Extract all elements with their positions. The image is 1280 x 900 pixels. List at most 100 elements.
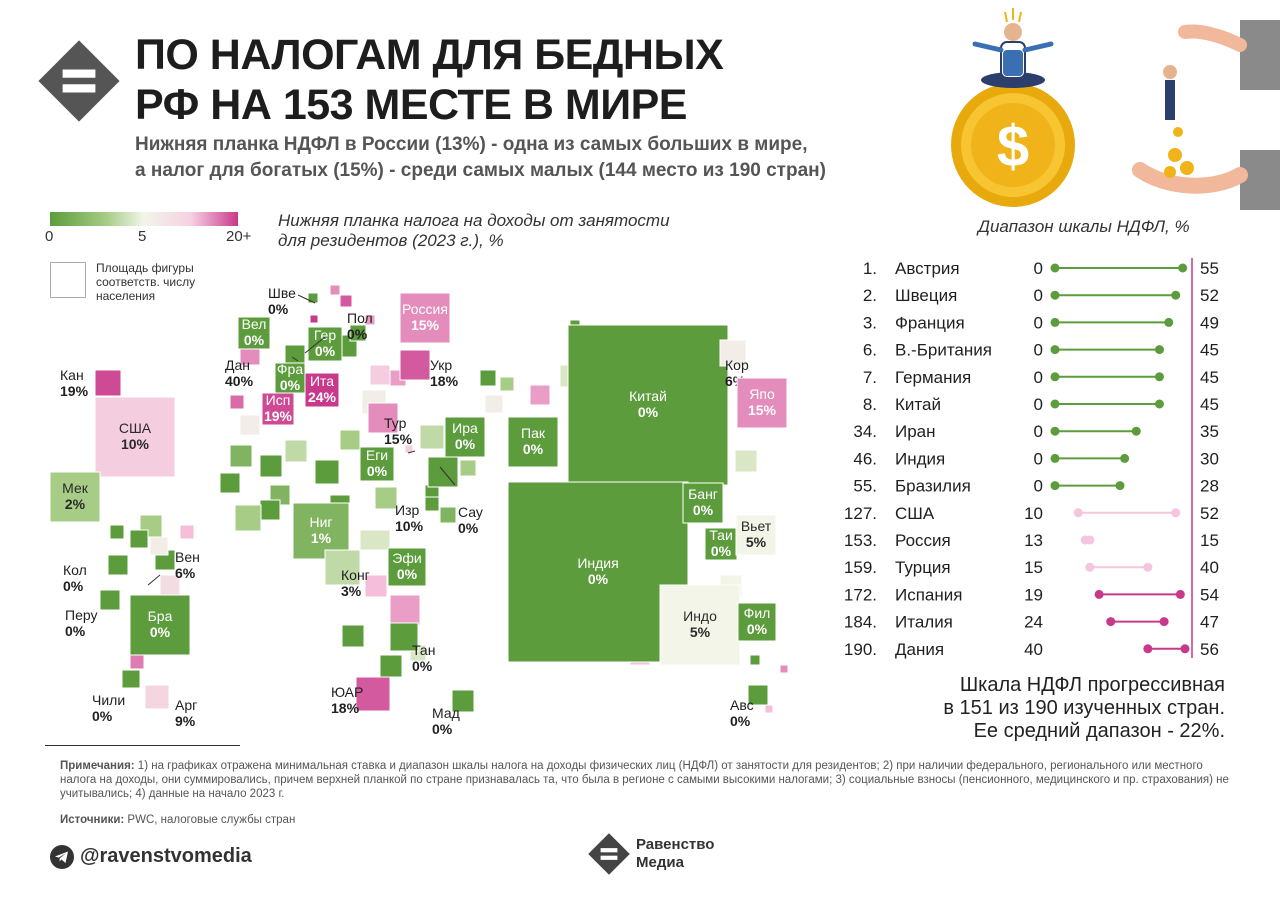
- page-title: ПО НАЛОГАМ ДЛЯ БЕДНЫХ РФ НА 153 МЕСТЕ В …: [135, 30, 724, 130]
- background-cell-33: [339, 294, 353, 308]
- country-name-тан: Тан: [412, 642, 435, 658]
- country-rate-перу: 0%: [65, 623, 86, 639]
- background-cell-11: [379, 654, 403, 678]
- country-square-кор: [719, 339, 747, 367]
- range-low-dot: [1050, 345, 1060, 355]
- decorative-illustration: $: [951, 8, 1280, 210]
- range-high-label: 47: [1200, 613, 1219, 632]
- country-rate-изр: 10%: [395, 518, 424, 534]
- country-square-фра: [274, 362, 306, 394]
- country-name-ита: Ита: [310, 373, 334, 389]
- country-square-укр: [399, 349, 431, 381]
- summary-text: Шкала НДФЛ прогрессивная в 151 из 190 из…: [880, 674, 1225, 743]
- country-square-тан: [389, 622, 419, 652]
- background-cell-17: [234, 504, 262, 532]
- background-cell-39: [459, 459, 477, 477]
- range-low-dot: [1085, 562, 1095, 572]
- range-low-dot: [1073, 508, 1083, 518]
- country-square-мек: [49, 471, 101, 523]
- subtitle-line-1: Нижняя планка НДФЛ в России (13%) - одна…: [135, 134, 808, 155]
- country-rate-пак: 0%: [523, 441, 544, 457]
- legend-area-note: Площадь фигуры соответств. числу населен…: [96, 261, 196, 303]
- country-name-гер: Гер: [314, 327, 336, 343]
- range-low-label: 24: [1024, 613, 1043, 632]
- range-country: США: [895, 504, 935, 523]
- background-cell-48: [129, 529, 149, 549]
- range-country: Дания: [895, 640, 944, 659]
- background-cell-18: [219, 472, 241, 494]
- country-rate-вен: 6%: [175, 565, 196, 581]
- country-rate-ниг: 1%: [311, 530, 332, 546]
- range-row-франция: 3. Франция 0 49: [863, 313, 1219, 332]
- country-name-эфи: Эфи: [392, 550, 421, 566]
- range-low-label: 13: [1024, 531, 1043, 550]
- range-rank: 159.: [844, 558, 877, 577]
- range-low-dot: [1050, 317, 1060, 327]
- population-cartogram: Кан19%США10%Мек2%Кол0%Вен6%Перу0%Бра0%Чи…: [49, 284, 789, 735]
- country-name-дан: Дан: [225, 357, 250, 373]
- country-square-авс: [747, 684, 769, 706]
- range-rank: 46.: [853, 449, 877, 468]
- range-rank: 153.: [844, 531, 877, 550]
- coin-dollar-icon: $: [951, 83, 1075, 207]
- range-row-испания: 172. Испания 19 54: [844, 585, 1219, 604]
- background-cell-10: [389, 594, 421, 626]
- background-cell-51: [129, 654, 145, 670]
- summary-line-1: Шкала НДФЛ прогрессивная: [959, 674, 1225, 696]
- country-name-юар: ЮАР: [331, 684, 363, 700]
- range-low-dot: [1050, 372, 1060, 382]
- country-rate-таи: 0%: [711, 543, 732, 559]
- range-low-label: 0: [1034, 341, 1043, 360]
- map-title: Нижняя планка налога на доходы от занято…: [278, 211, 670, 251]
- background-cell-44: [749, 654, 761, 666]
- country-rate-еги: 0%: [367, 463, 388, 479]
- background-cell-30: [369, 364, 391, 386]
- background-cell-19: [229, 444, 253, 468]
- range-row-сша: 127. США 10 52: [844, 504, 1219, 523]
- background-cell-45: [779, 664, 789, 674]
- range-rank: 184.: [844, 613, 877, 632]
- country-square-гер: [307, 326, 343, 362]
- notes-text: 1) на графиках отражена минимальная став…: [60, 760, 1229, 800]
- telegram-icon[interactable]: [50, 845, 74, 869]
- range-high-label: 45: [1200, 368, 1219, 387]
- country-rate-китай: 0%: [638, 404, 659, 420]
- country-rate-вел: 0%: [244, 332, 265, 348]
- range-rank: 7.: [863, 368, 877, 387]
- country-square-банг: [682, 482, 724, 524]
- brand-logo-icon: [588, 833, 630, 875]
- range-low-label: 0: [1034, 368, 1043, 387]
- background-cell-36: [479, 369, 497, 387]
- country-name-бра: Бра: [148, 608, 173, 624]
- country-rate-россия: 15%: [411, 317, 440, 333]
- sources-text: PWC, налоговые службы стран: [124, 814, 296, 826]
- country-name-сша: США: [119, 420, 152, 436]
- country-rate-индо: 5%: [690, 624, 711, 640]
- range-low-label: 0: [1034, 477, 1043, 496]
- range-country: Испания: [895, 585, 962, 604]
- country-square-вел: [237, 316, 271, 350]
- range-high-label: 49: [1200, 313, 1219, 332]
- range-row-турция: 159. Турция 15 40: [844, 558, 1219, 577]
- telegram-handle-link[interactable]: @ravenstvomedia: [80, 845, 252, 867]
- country-name-еги: Еги: [366, 447, 388, 463]
- legend-tick-0: 0: [45, 228, 54, 245]
- country-name-фра: Фра: [277, 361, 303, 377]
- range-high-dot: [1159, 617, 1169, 627]
- country-rate-кол: 0%: [63, 578, 84, 594]
